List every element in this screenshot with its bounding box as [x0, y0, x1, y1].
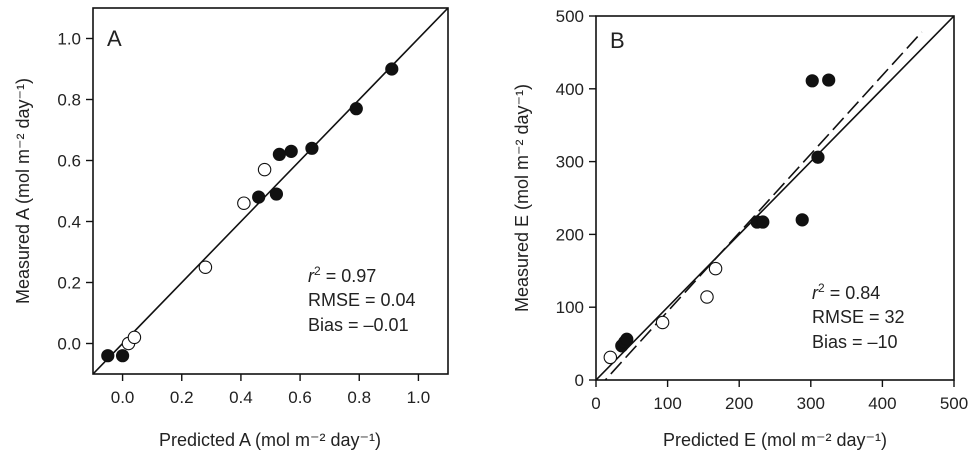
panel-b-x-tick-label: 300: [797, 394, 825, 413]
panel-a-filled-point: [284, 144, 298, 158]
panel-a-x-tick-label: 0.2: [170, 388, 194, 407]
panel-a-x-tick-label: 0.8: [347, 388, 371, 407]
panel-a-points: [101, 62, 399, 363]
panel-b-r2-value: 0.84: [845, 283, 880, 303]
panel-a-y-tick-label: 0.2: [57, 274, 81, 293]
panel-a-open-point: [237, 196, 251, 210]
panel-b-one-to-one-line: [596, 16, 954, 380]
panel-b-filled-point: [620, 332, 634, 346]
panel-b-filled-point: [756, 215, 770, 229]
panel-b-filled-point: [822, 73, 836, 87]
panel-b-x-tick-label: 100: [653, 394, 681, 413]
panel-a-y-tick-label: 0.8: [57, 91, 81, 110]
panel-a-filled-point: [269, 187, 284, 201]
panel-b-y-tick-label: 200: [556, 225, 584, 244]
panel-b-filled-point: [795, 213, 809, 227]
panel-a-letter: A: [107, 26, 122, 51]
panel-a-y-tick-label: 0.4: [57, 213, 81, 232]
panel-a-r2-value: 0.97: [341, 266, 376, 286]
panel-b-dashed-fit-line: [604, 31, 923, 380]
panel-a-x-tick-label: 0.6: [288, 388, 312, 407]
panel-b-open-point: [700, 290, 714, 304]
panel-b: 0 100 200 300 400 500 0 100 200 300 400 500 B r2 =…: [512, 7, 968, 450]
panel-b-points: [603, 73, 836, 365]
panel-b-y-tick-label: 500: [556, 7, 584, 26]
panel-b-x-tick-label: 0: [591, 394, 600, 413]
panel-a-plot-frame: [92, 7, 449, 375]
panel-a-rmse-stat: RMSE = 0.04: [308, 290, 416, 310]
panel-b-open-point: [655, 315, 670, 330]
panel-a-filled-point: [252, 190, 266, 204]
panel-a-open-point: [127, 330, 142, 345]
panel-b-filled-point: [811, 150, 825, 164]
panel-b-x-tick-label: 200: [725, 394, 753, 413]
panel-b-y-ticks: 0 100 200 300 400 500: [556, 7, 596, 390]
panel-a-filled-point: [115, 349, 130, 363]
panel-b-y-axis-label: Measured E (mol m⁻² day⁻¹): [512, 84, 532, 312]
panel-b-x-axis-label: Predicted E (mol m⁻² day⁻¹): [663, 430, 887, 450]
panel-b-letter: B: [610, 28, 625, 53]
panel-a-x-tick-label: 0.4: [229, 388, 253, 407]
panel-a-filled-point: [272, 147, 286, 161]
panel-b-open-point: [708, 261, 723, 276]
panel-a-r2-stat: r2 = 0.97: [308, 264, 376, 286]
panel-a-open-point: [198, 260, 213, 274]
panel-a-x-tick-label: 0.0: [111, 388, 135, 407]
panel-b-y-tick-label: 0: [575, 371, 584, 390]
panel-a-y-tick-label: 0.0: [57, 335, 81, 354]
panel-a-y-tick-label: 0.6: [57, 152, 81, 171]
panel-b-bias-stat: Bias = –10: [812, 332, 898, 352]
panel-b-x-tick-label: 500: [940, 394, 968, 413]
panel-a-filled-point: [349, 102, 363, 116]
panel-a-x-ticks: 0.0 0.2 0.4 0.6 0.8 1.0: [111, 374, 430, 407]
panel-a-bias-stat: Bias = –0.01: [308, 315, 409, 335]
panel-b-plot-frame: [595, 15, 955, 381]
panel-a-x-axis-label: Predicted A (mol m⁻² day⁻¹): [159, 430, 381, 450]
panel-b-rmse-stat: RMSE = 32: [812, 307, 905, 327]
panel-b-y-tick-label: 400: [556, 80, 584, 99]
panel-a-x-tick-label: 1.0: [407, 388, 431, 407]
panel-a-y-ticks: 0.0 0.2 0.4 0.6 0.8 1.0: [57, 30, 93, 354]
panel-a-open-point: [257, 162, 272, 177]
panel-b-y-tick-label: 300: [556, 153, 584, 172]
panel-a-filled-point: [385, 62, 399, 76]
panel-a-y-axis-label: Measured A (mol m⁻² day⁻¹): [13, 78, 33, 304]
panel-b-open-point: [603, 350, 618, 365]
panel-b-x-ticks: 0 100 200 300 400 500: [591, 380, 968, 413]
panel-b-filled-point: [805, 74, 819, 88]
panel-b-lines: [596, 16, 954, 380]
panel-a-y-tick-label: 1.0: [57, 30, 81, 49]
panel-b-x-tick-label: 400: [868, 394, 896, 413]
panel-a-filled-point: [305, 141, 319, 155]
panel-a: 0.0 0.2 0.4 0.6 0.8 1.0 0.00.20.40.60.81.0 A …: [13, 7, 449, 450]
panel-b-r2-stat: r2 = 0.84: [812, 281, 880, 303]
panel-b-y-tick-label: 100: [556, 298, 584, 317]
panel-a-filled-point: [101, 349, 115, 363]
